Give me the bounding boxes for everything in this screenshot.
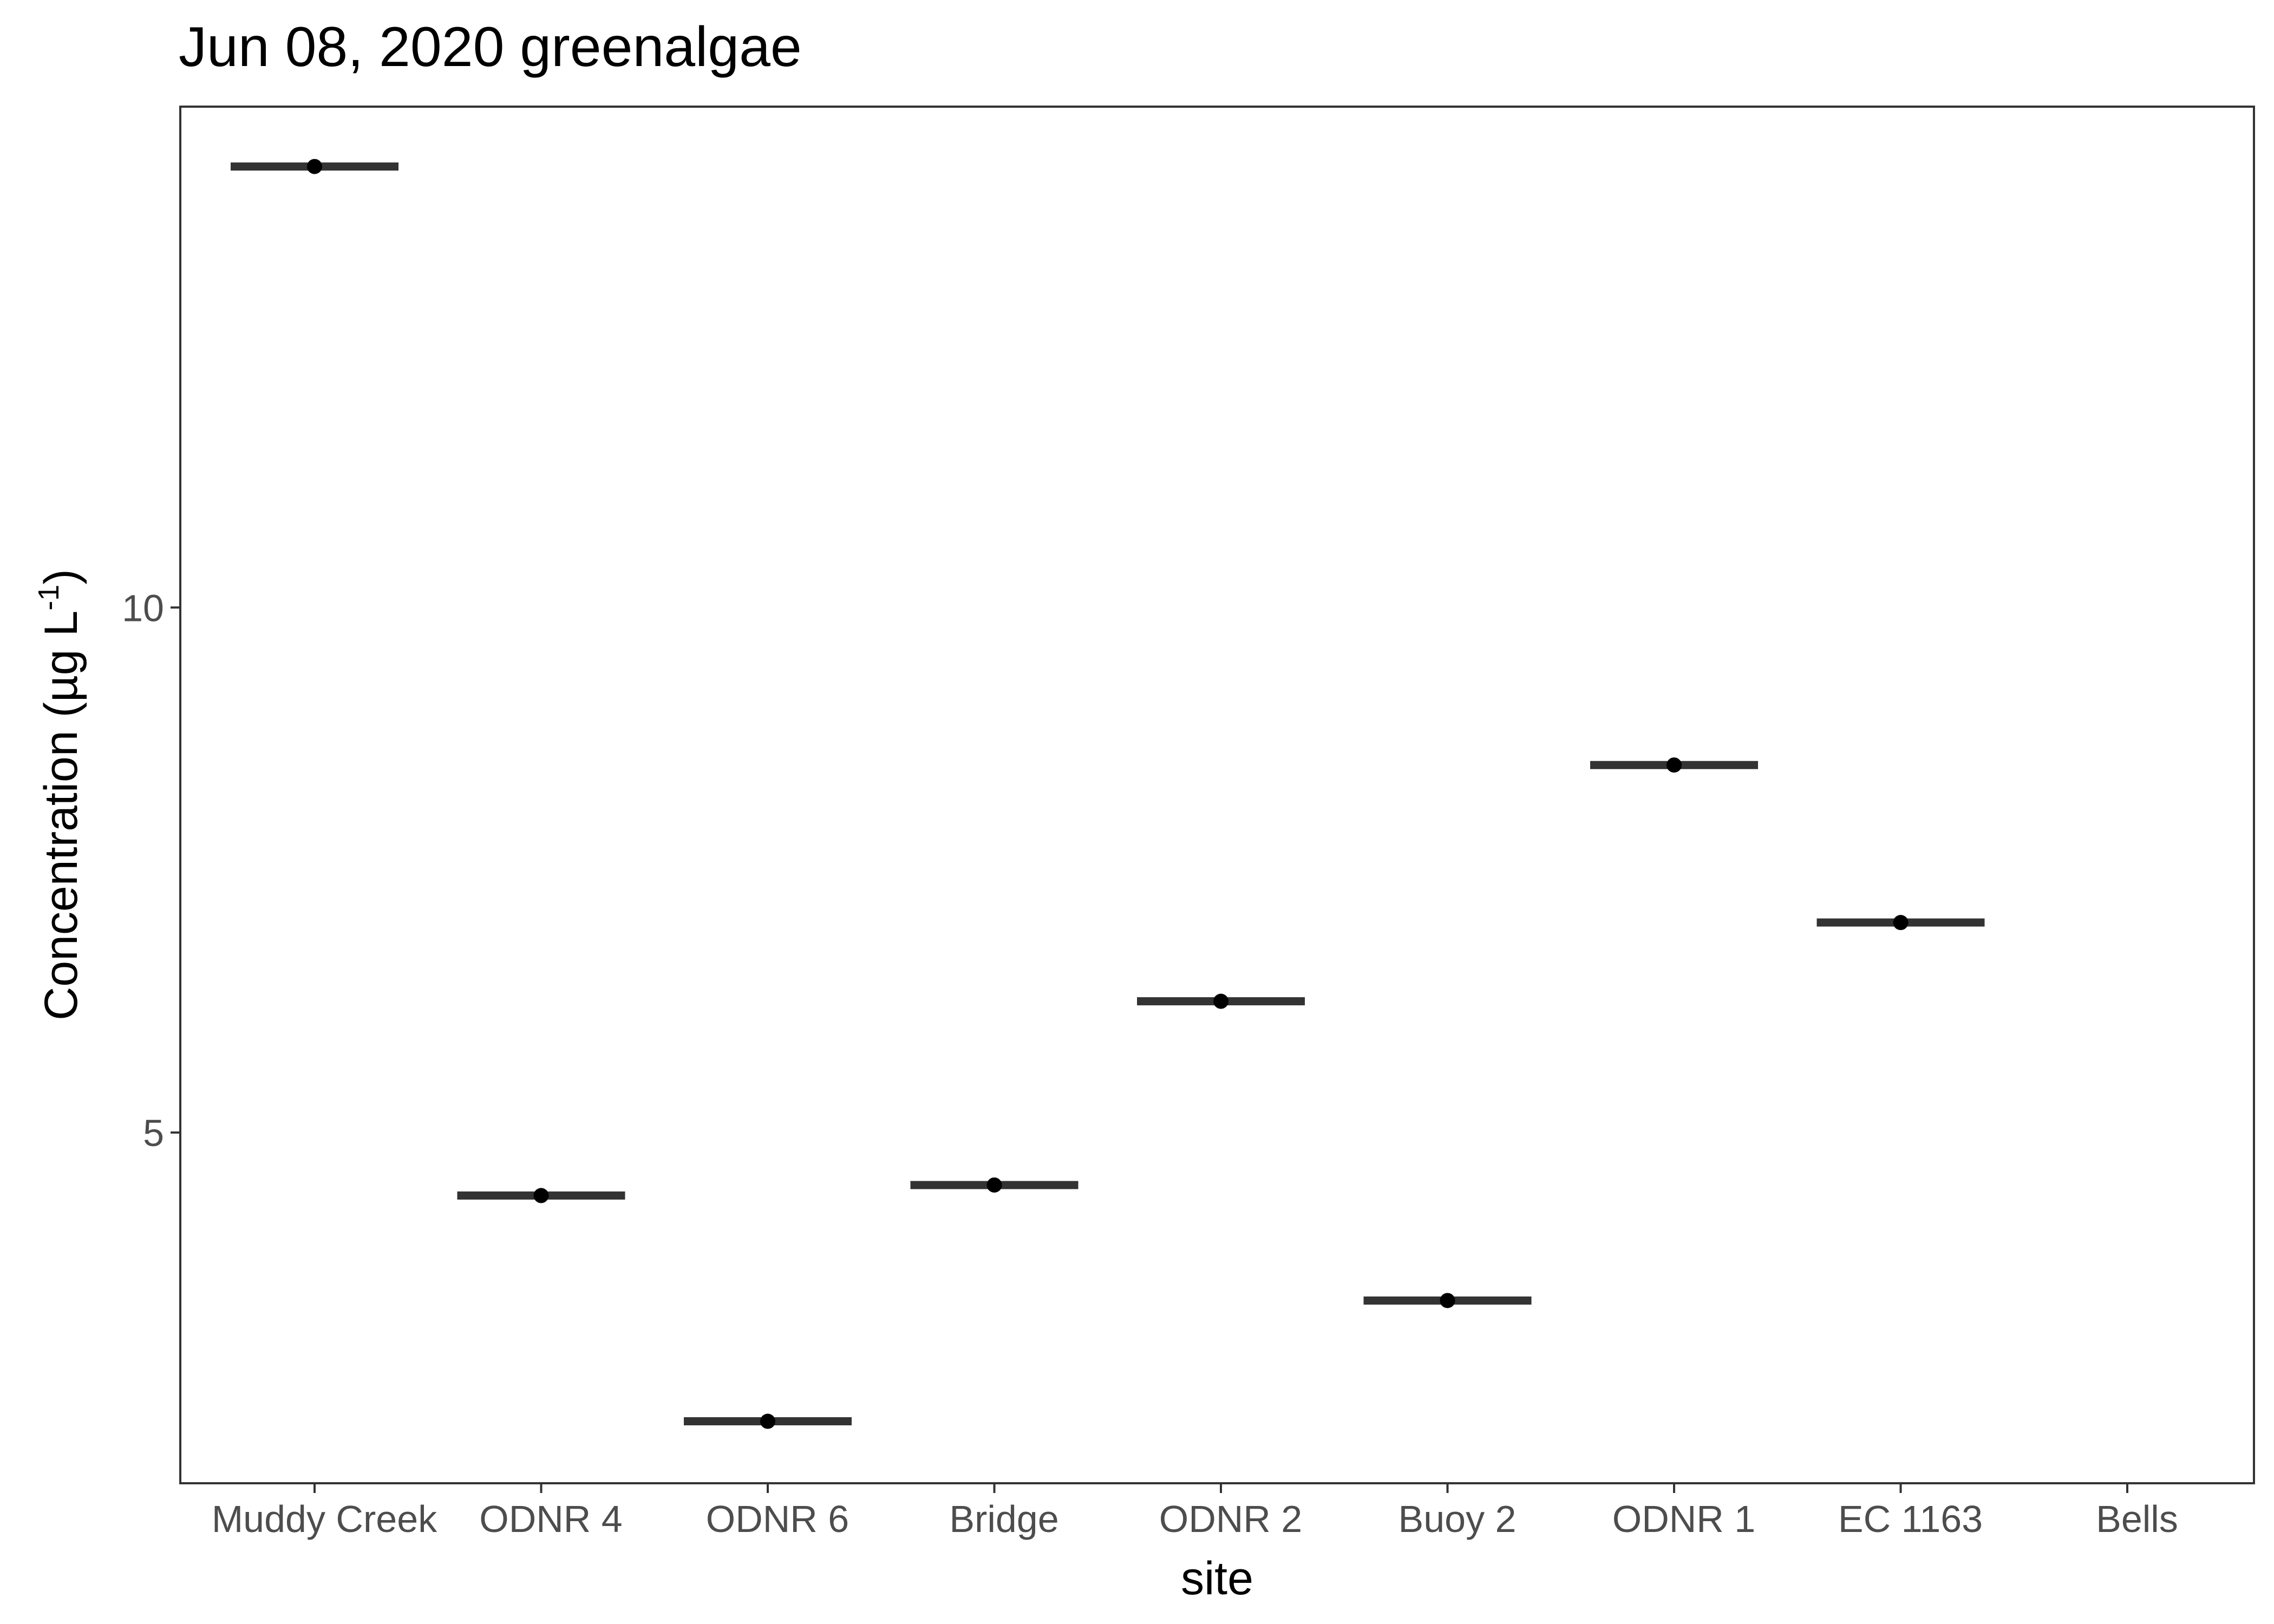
x-axis: Muddy Creek ODNR 4 ODNR 6 Bridge ODNR 2 Buoy …: [212, 1483, 2178, 1540]
x-tick-label: ODNR 1: [1612, 1498, 1755, 1540]
data-point: [533, 1188, 549, 1203]
data-point: [1213, 993, 1229, 1009]
data-point: [1440, 1293, 1455, 1308]
x-tick-label: ODNR 2: [1159, 1498, 1302, 1540]
x-tick-label: Bridge: [949, 1498, 1058, 1540]
x-tick-label: EC 1163: [1838, 1498, 1983, 1540]
x-axis-title: site: [1181, 1553, 1253, 1605]
x-tick-label: ODNR 6: [706, 1498, 849, 1540]
data-point: [1893, 915, 1909, 931]
plot-panel: [179, 106, 2255, 1484]
data-point: [760, 1413, 775, 1429]
y-axis: 5 10: [122, 587, 180, 1154]
y-axis-title: Concentration (µg L-1): [32, 569, 87, 1020]
chart-title: Jun 08, 2020 greenalgae: [179, 16, 802, 78]
y-axis-title-close: ): [35, 569, 87, 585]
x-tick-label: Bells: [2096, 1498, 2178, 1540]
y-tick-label: 10: [122, 587, 164, 629]
y-tick-label: 5: [143, 1112, 164, 1154]
data-point: [1667, 757, 1682, 773]
data-point: [307, 159, 322, 174]
data-point: [986, 1177, 1002, 1193]
data-marks: [231, 159, 1985, 1429]
x-tick-label: Muddy Creek: [212, 1498, 437, 1540]
y-axis-title-superscript: -1: [32, 585, 65, 611]
y-axis-title-main: Concentration (µg L: [35, 611, 87, 1020]
x-tick-label: ODNR 4: [479, 1498, 622, 1540]
x-tick-label: Buoy 2: [1399, 1498, 1517, 1540]
